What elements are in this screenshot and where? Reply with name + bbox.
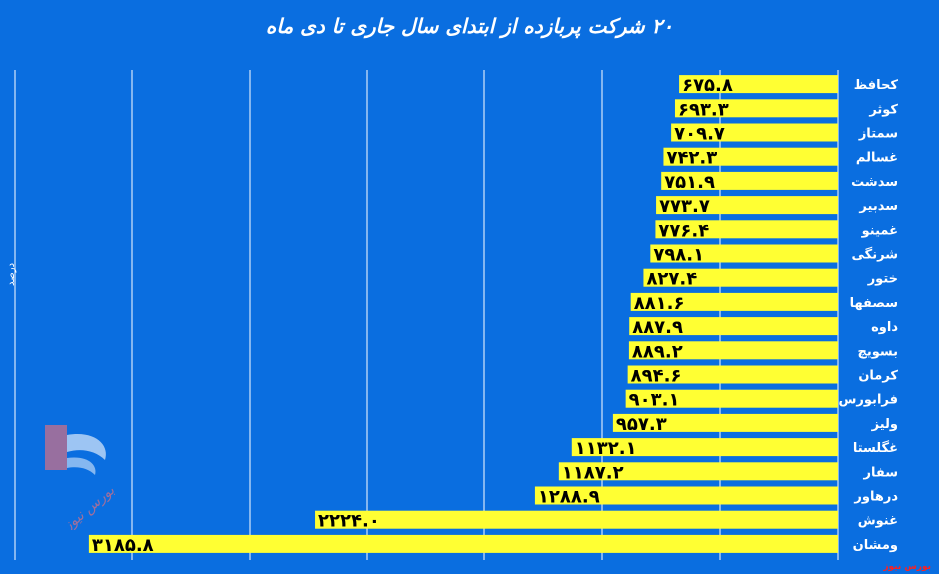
bar	[534, 486, 838, 505]
data-label: ۸۹۴.۶	[631, 366, 682, 387]
data-label: ۷۴۲.۳	[666, 148, 717, 169]
bars	[88, 75, 838, 553]
category-label: فرابورس	[838, 393, 898, 408]
data-label: ۷۵۱.۹	[664, 172, 715, 193]
bar	[661, 171, 838, 190]
chart-title: ۲۰ شرکت پربازده از ابتدای سال جاری تا دی…	[265, 14, 674, 38]
data-label: ۸۸۱.۶	[634, 293, 685, 314]
bar	[558, 462, 838, 481]
category-label: سفار	[862, 465, 898, 480]
data-label: ۱۲۸۸.۹	[538, 487, 600, 508]
category-label: درهاور	[853, 490, 898, 505]
category-label: سصفها	[850, 296, 898, 311]
bar	[625, 389, 838, 408]
category-label: غمینو	[861, 223, 898, 238]
category-label: بسویچ	[857, 344, 898, 359]
data-label: ۱۱۸۷.۲	[562, 462, 624, 483]
bar	[656, 196, 838, 215]
category-label: سمتاز	[858, 127, 898, 142]
data-label: ۷۰۹.۷	[674, 124, 725, 145]
category-label: کوثر	[868, 102, 898, 117]
category-label: ومشان	[853, 538, 898, 553]
bar	[571, 438, 838, 457]
data-label: ۱۱۳۲.۱	[575, 438, 637, 459]
data-label: ۶۹۳.۳	[678, 99, 729, 120]
bar	[612, 413, 838, 432]
bar	[643, 268, 838, 287]
bar	[650, 244, 838, 263]
data-label: ۹۰۳.۱	[629, 390, 680, 411]
category-label: سدبیر	[858, 199, 898, 214]
bar	[628, 341, 838, 360]
bar	[674, 99, 838, 118]
data-label: ۹۵۷.۳	[616, 414, 667, 435]
category-labels: کحافظ کوثر سمتاز غسالم سدشت سدبیر غمینو شرنگی خت…	[838, 78, 898, 553]
data-label: ۶۷۵.۸	[682, 75, 733, 96]
bar	[630, 292, 838, 311]
data-label: ۳۱۸۵.۸	[92, 535, 154, 556]
data-label: ۷۷۳.۷	[659, 196, 710, 217]
data-label: ۸۸۹.۲	[632, 341, 683, 362]
data-label: ۸۲۷.۴	[646, 269, 697, 290]
value-labels: ۶۷۵.۸ ۶۹۳.۳ ۷۰۹.۷ ۷۴۲.۳ ۷۵۱.۹ ۷۷۳.۷ ۷۷۶.۴ ۷۹۸.۱…	[92, 75, 733, 556]
bar	[671, 123, 838, 142]
data-label: ۲۲۲۴.۰	[318, 511, 380, 532]
category-label: کحافظ	[854, 78, 899, 93]
category-label: غگلستا	[853, 440, 898, 456]
data-label: ۷۷۶.۴	[658, 220, 709, 241]
watermark-text: بورس نیوز	[59, 482, 118, 530]
data-label: ۸۸۷.۹	[632, 317, 683, 338]
logo-watermark: بورس نیوز	[40, 420, 125, 536]
bar	[315, 510, 838, 529]
category-label: ختور	[867, 272, 898, 287]
bar	[629, 317, 838, 336]
bar	[88, 534, 838, 553]
category-label: سدشت	[851, 175, 898, 190]
data-label: ۷۹۸.۱	[653, 245, 704, 266]
category-label: غنوش	[858, 514, 898, 529]
bar	[663, 147, 838, 166]
category-label: داوه	[871, 320, 898, 335]
bar	[655, 220, 838, 239]
category-label: غسالم	[856, 151, 898, 166]
category-label: ولیز	[871, 417, 898, 432]
bar	[627, 365, 838, 384]
source-label: بورس نیوز	[883, 562, 931, 572]
bar	[679, 75, 838, 94]
category-label: شرنگی	[852, 247, 898, 263]
category-label: کرمان	[858, 369, 898, 384]
